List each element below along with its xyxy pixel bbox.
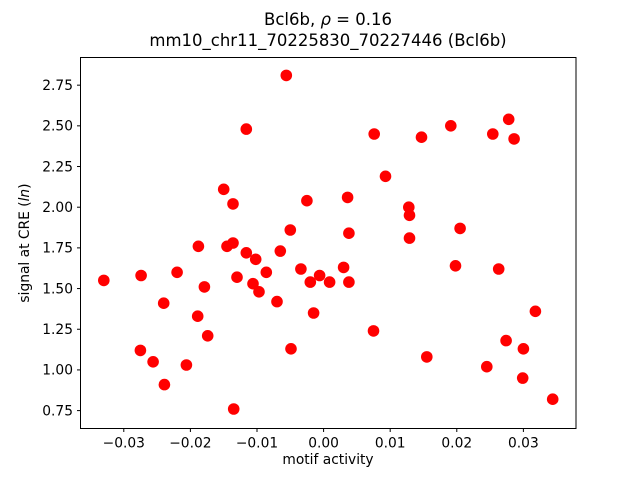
data-point [516, 372, 529, 384]
y-tick-label: 2.00 [42, 200, 73, 216]
data-point [337, 261, 350, 274]
data-point [227, 403, 240, 415]
data-point [247, 277, 259, 290]
data-point [481, 360, 493, 373]
data-point [421, 351, 433, 363]
data-point [192, 240, 205, 253]
chart-title-line1: Bcl6b, ρ = 0.16 [80, 9, 576, 30]
data-point [201, 330, 214, 342]
data-point [403, 209, 416, 222]
data-point [343, 227, 355, 239]
y-tick-label: 2.75 [42, 78, 73, 94]
y-tick-label: 1.25 [42, 322, 73, 338]
data-point [260, 266, 273, 279]
x-tick-label: −0.01 [236, 436, 278, 452]
data-point [313, 269, 326, 282]
data-point [295, 263, 307, 275]
data-point [191, 310, 204, 323]
data-point [217, 183, 230, 196]
data-point [249, 253, 262, 266]
data-point [517, 343, 530, 355]
data-point [502, 113, 515, 126]
chart-title: Bcl6b, ρ = 0.16 mm10_chr11_70225830_7022… [80, 9, 576, 51]
data-point [379, 170, 392, 183]
data-point [546, 393, 559, 406]
data-point [280, 69, 293, 82]
data-point [368, 128, 381, 140]
data-point [135, 269, 147, 282]
data-point [158, 378, 171, 391]
data-point [284, 224, 297, 236]
data-point [134, 344, 147, 357]
data-point [343, 276, 355, 288]
y-tick-label: 0.75 [42, 403, 73, 419]
data-point [492, 263, 505, 275]
data-point [449, 260, 462, 272]
data-point [253, 286, 265, 298]
data-point [157, 297, 170, 310]
title-suffix: = 0.16 [330, 10, 392, 29]
data-point [323, 276, 336, 288]
y-tick-label: 2.50 [42, 119, 73, 135]
y-tick-label: 2.25 [42, 159, 73, 175]
data-point [508, 133, 520, 145]
data-point [231, 271, 243, 284]
y-tick-label: 1.00 [42, 363, 73, 379]
chart-title-line2: mm10_chr11_70225830_70227446 (Bcl6b) [149, 31, 507, 50]
data-point [227, 237, 239, 249]
data-point [307, 307, 320, 319]
title-rho-symbol: ρ [320, 10, 331, 29]
data-point [240, 247, 253, 259]
data-point [171, 266, 183, 279]
data-point [271, 295, 283, 308]
x-tick-label: 0.02 [441, 436, 472, 452]
x-tick-label: 0.03 [508, 436, 539, 452]
title-prefix: Bcl6b, [264, 10, 321, 29]
data-point [98, 274, 110, 287]
data-point [147, 356, 159, 368]
plot-frame [80, 57, 577, 429]
data-point [500, 334, 512, 347]
data-point [285, 343, 297, 355]
data-point [487, 128, 499, 140]
data-point [341, 191, 354, 204]
x-tick-label: 0.00 [308, 436, 339, 452]
data-point [301, 194, 313, 207]
data-point [240, 123, 253, 135]
data-point [529, 305, 542, 318]
data-point [180, 359, 193, 371]
data-point [367, 325, 380, 337]
data-point [454, 222, 466, 235]
data-point [227, 198, 239, 210]
data-point [403, 232, 416, 244]
y-tick-label: 1.75 [42, 241, 73, 257]
x-tick-label: 0.01 [375, 436, 406, 452]
data-point [445, 120, 457, 132]
x-axis-label: motif activity [282, 452, 374, 468]
data-point [304, 276, 317, 288]
x-tick-label: −0.02 [169, 436, 211, 452]
data-point [198, 281, 211, 293]
data-point [274, 245, 287, 257]
y-tick-label: 1.50 [42, 281, 73, 297]
x-tick-label: −0.03 [103, 436, 145, 452]
data-point [415, 131, 428, 143]
